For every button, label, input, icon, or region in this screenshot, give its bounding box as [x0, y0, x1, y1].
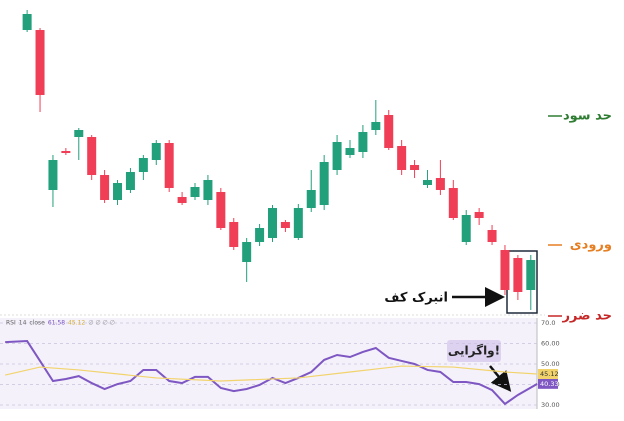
y-tick-label: 60.00	[541, 340, 560, 348]
candle-body	[435, 178, 445, 190]
candle-body	[22, 14, 32, 30]
legend-item: 14	[19, 320, 27, 327]
candle-body	[125, 172, 135, 190]
candle-body	[268, 208, 277, 238]
candle-body	[293, 208, 303, 238]
candle-body	[319, 162, 329, 205]
rsi-line	[5, 340, 538, 406]
candle-body	[138, 158, 148, 172]
candle-body	[229, 222, 239, 247]
candle-body	[280, 222, 290, 228]
value-label-box	[538, 378, 558, 389]
value-label: 40.33	[540, 380, 559, 388]
candle-body	[526, 260, 536, 290]
level-label: حد سود	[563, 109, 612, 124]
y-tick-label: 70.0	[541, 319, 555, 327]
candle-body	[500, 250, 510, 290]
candle-body	[332, 142, 342, 170]
candle-body	[74, 130, 84, 137]
candle-body	[358, 132, 368, 152]
candle-body	[461, 215, 471, 242]
legend-item: ∅ ∅ ∅ ∅	[88, 320, 115, 327]
annotation-box	[447, 340, 501, 362]
legend-item: close	[29, 320, 45, 327]
candle-body	[61, 151, 71, 153]
candle-body	[448, 188, 458, 218]
legend-item: 61.58	[48, 320, 65, 327]
candle-body	[242, 242, 252, 262]
value-label: 45.12	[540, 370, 559, 378]
candle-body	[410, 165, 420, 170]
rsi-panel	[0, 318, 537, 409]
candle-body	[384, 115, 394, 148]
candle-body	[190, 187, 200, 197]
candle-body	[474, 212, 484, 218]
candle-body	[48, 160, 58, 190]
candle-body	[513, 258, 523, 292]
candle-body	[100, 175, 110, 200]
candle-body	[255, 228, 265, 242]
candle-body	[306, 190, 316, 208]
y-tick-label: 30.00	[541, 401, 560, 409]
candle-body	[151, 143, 161, 160]
candle-body	[35, 30, 45, 95]
level-label: ورودی	[570, 238, 612, 253]
annotation: انبرک کف	[384, 291, 448, 306]
annotation: واگرایی!	[448, 344, 500, 359]
candle-body	[164, 143, 174, 188]
candle-body	[487, 230, 497, 242]
candle-body	[87, 137, 97, 175]
candle-body	[422, 180, 432, 185]
candle-body	[371, 122, 381, 130]
candle-body	[216, 192, 226, 228]
candle-body	[397, 146, 407, 170]
legend-item: RSI	[6, 320, 16, 327]
level-label: حد ضرر	[561, 309, 612, 324]
candle-body	[203, 180, 213, 200]
value-label-box	[538, 369, 558, 380]
candle-body	[113, 183, 123, 200]
candle-body	[345, 148, 355, 155]
candle-body	[177, 197, 187, 203]
rsi-line	[5, 365, 538, 382]
legend-item: 45.12	[68, 320, 85, 327]
y-tick-label: 50.00	[541, 360, 560, 368]
